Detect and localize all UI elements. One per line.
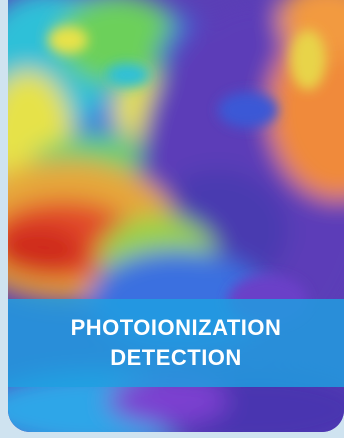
caption-title-line-1: PHOTOIONIZATION (70, 315, 282, 340)
caption-title-line-2: DETECTION (110, 345, 242, 370)
caption-band: PHOTOIONIZATION DETECTION (8, 299, 344, 387)
thermal-heatmap-image (8, 0, 344, 432)
photoionization-detection-card[interactable]: PHOTOIONIZATION DETECTION (8, 0, 344, 432)
